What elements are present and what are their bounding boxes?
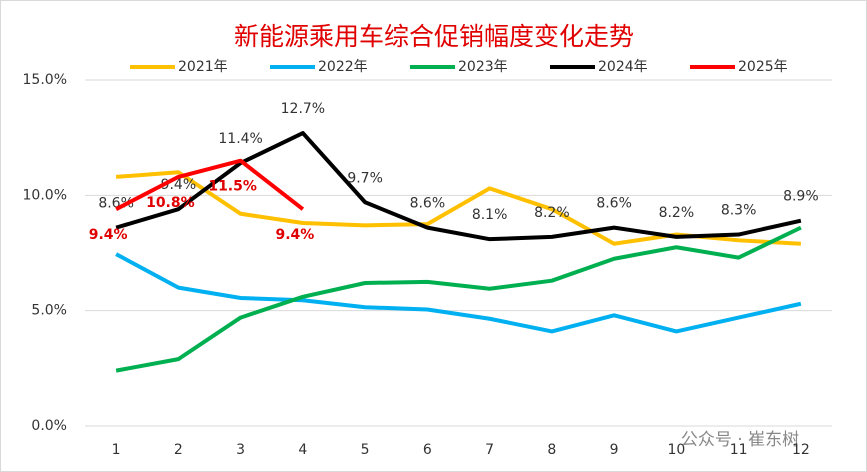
x-tick-label: 2 [174,442,183,458]
x-tick-label: 12 [792,442,810,458]
series-line [115,225,802,373]
data-label: 9.7% [347,170,383,186]
x-tick-label: 4 [298,442,307,458]
data-label: 8.2% [534,205,570,221]
data-label: 8.3% [721,203,757,219]
x-tick-label: 7 [485,442,494,458]
x-tick-label: 11 [730,442,748,458]
data-label: 11.4% [218,131,262,147]
y-tick-label: 5.0% [31,303,67,319]
data-label: 8.6% [596,196,632,212]
x-tick-label: 8 [547,442,556,458]
series-line [115,158,305,211]
x-tick-label: 5 [361,442,370,458]
data-label: 9.4% [89,227,128,243]
legend-label: 2023年 [458,59,508,75]
legend-label: 2022年 [318,59,368,75]
legend-label: 2025年 [738,59,788,75]
x-tick-label: 10 [667,442,685,458]
data-label: 8.9% [783,189,819,205]
data-label: 9.4% [275,227,314,243]
x-tick-label: 3 [236,442,245,458]
data-label: 8.6% [410,196,446,212]
y-tick-label: 15.0% [23,72,67,88]
x-tick-label: 9 [610,442,619,458]
x-tick-label: 1 [112,442,121,458]
x-tick-label: 6 [423,442,432,458]
legend-label: 2021年 [178,59,228,75]
data-label: 8.2% [659,205,695,221]
chart-title: 新能源乘用车综合促销幅度变化走势 [234,22,634,51]
data-label: 8.1% [472,207,508,223]
data-label: 12.7% [281,101,325,117]
watermark: 公众号 · 崔东树 [681,430,799,450]
legend-label: 2024年 [598,59,648,75]
series-line [115,252,802,334]
y-tick-label: 0.0% [31,418,67,434]
y-tick-label: 10.0% [23,187,67,203]
series-line [115,131,802,242]
data-label: 8.6% [98,196,134,212]
data-label: 10.8% [146,195,195,211]
data-label: 11.5% [208,179,257,195]
